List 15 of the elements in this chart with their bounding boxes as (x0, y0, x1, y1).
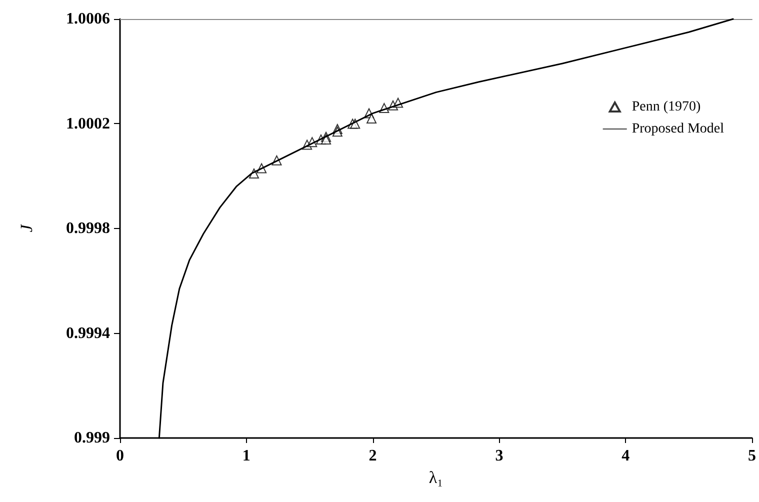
y-tick-label: 1.0002 (66, 115, 110, 132)
x-tick-label: 1 (242, 448, 250, 464)
x-tick-label: 4 (622, 448, 630, 464)
legend-label: Penn (1970) (632, 100, 701, 114)
y-axis-title: J (17, 223, 36, 232)
y-tick-label: 0.999 (74, 430, 110, 446)
x-tick-label: 3 (495, 448, 504, 464)
x-tick-label: 0 (116, 448, 124, 464)
legend-label: Proposed Model (632, 122, 724, 136)
y-tick-label: 1.0006 (66, 10, 110, 28)
y-tick-label: 0.9998 (66, 220, 110, 237)
x-tick-label: 5 (748, 448, 756, 464)
y-tick-label: 0.9994 (66, 324, 110, 342)
x-axis-title: λ₁ (428, 468, 444, 487)
x-tick-label: 2 (368, 448, 377, 464)
